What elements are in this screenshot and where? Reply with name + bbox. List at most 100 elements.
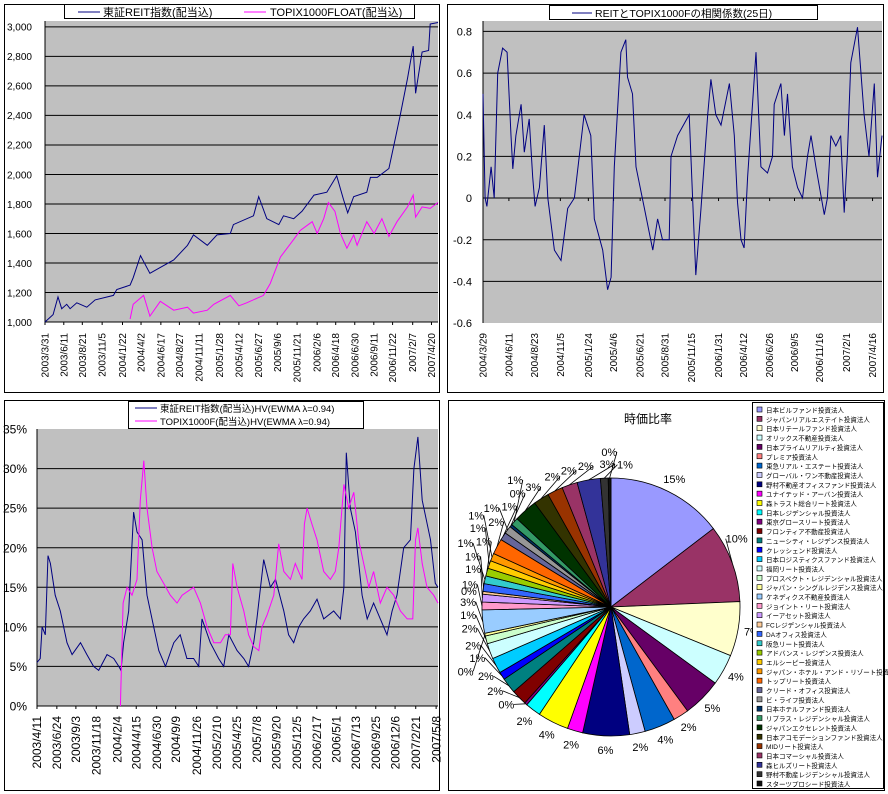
x-tick-label: 2005/9/6: [273, 333, 284, 372]
pie-data-label: 4%: [539, 730, 555, 742]
pie-data-label: 3%: [460, 597, 476, 609]
x-tick-label: 2006/4/12: [739, 333, 750, 378]
x-tick-label: 2004/11/5: [556, 333, 567, 377]
y-tick-label: 1,200: [7, 288, 32, 299]
pie-legend-swatch: [756, 715, 763, 721]
pie-legend-label: ジャパン・シングルレジデンス投資法人: [766, 583, 883, 592]
pie-data-label: 0%: [461, 586, 477, 598]
x-tick-label: 2005/4/25: [230, 716, 244, 770]
pie-legend-label: トップリート投資法人: [766, 677, 832, 686]
y-tick-label: -0.4: [453, 277, 472, 289]
y-tick-label: 2,000: [7, 170, 32, 181]
pie-legend-label: エルシーピー投資法人: [766, 658, 832, 667]
pie-legend-swatch: [756, 705, 763, 712]
pie-legend-label: ジャパンエクセレント投資法人: [766, 723, 858, 732]
pie-data-label: 2%: [465, 640, 481, 652]
pie-data-label: 4%: [728, 672, 744, 684]
pie-legend-swatch: [756, 500, 763, 506]
y-tick-label: -0.6: [453, 318, 472, 330]
pie-legend-swatch: [756, 509, 763, 516]
pie-leader-line: [472, 542, 486, 580]
y-tick-label: 1,600: [7, 229, 32, 240]
pie-title: 時価比率: [624, 411, 672, 426]
pie-legend-swatch: [756, 490, 763, 497]
pie-data-label: 2%: [487, 686, 503, 698]
y-tick-label: 3,000: [7, 23, 32, 34]
pie-data-label: 3%: [525, 482, 541, 494]
pie-legend-swatch: [756, 434, 763, 441]
x-tick-label: 2004/6/30: [150, 716, 164, 770]
pie-legend-swatch: [756, 518, 763, 525]
legend-label-topix: TOPIX1000FLOAT(配当込): [270, 5, 402, 19]
pie-leader-line: [496, 521, 505, 547]
x-tick-label: 2005/11/15: [687, 333, 698, 383]
pie-data-label: 5%: [704, 703, 720, 715]
pie-legend-label: ビ・ライフ投資法人: [766, 695, 825, 704]
pie-legend-swatch: [756, 687, 763, 693]
y-tick-label: 30%: [3, 462, 27, 476]
pie-legend-label: イーアセット投資法人: [766, 611, 831, 620]
x-tick-label: 2004/3/29: [479, 333, 490, 378]
x-tick-label: 2006/7/13: [349, 716, 363, 770]
pie-legend-label: リプラス・レジデンシャル投資法人: [766, 714, 870, 723]
pie-data-label: 0%: [458, 666, 474, 678]
series-line-0: [36, 436, 439, 673]
pie-legend-label: 日本プライムリアルティ投資法人: [766, 443, 863, 452]
pie-legend-swatch: [756, 406, 763, 413]
pie-legend-label: クリード・オフィス投資法人: [766, 686, 851, 695]
x-tick-label: 2004/9/9: [169, 716, 183, 763]
series-line-0: [482, 27, 883, 290]
pie-data-label: 2%: [517, 716, 533, 728]
legend-label-reit: 東証REIT指数(配当込): [103, 5, 212, 19]
pie-leader-line: [609, 451, 618, 479]
pie-data-label: 15%: [663, 474, 685, 486]
pie-legend-swatch: [756, 612, 763, 619]
pie-data-label: 1%: [484, 503, 500, 515]
pie-leader-line: [502, 690, 520, 698]
series-line-1: [119, 460, 439, 707]
pie-legend-label: 森ヒルズリート投資法人: [766, 761, 838, 770]
pie-legend-label: スターツプロシード投資法人: [766, 780, 851, 789]
pie-data-label: 1%: [465, 551, 481, 563]
y-tick-label: 0.2: [457, 152, 472, 164]
pie-legend-swatch: [756, 528, 763, 534]
pie-data-label: 2%: [563, 739, 579, 751]
pie-legend-items: 日本ビルファンド投資法人ジャパンリアルエステイト投資法人日本リテールファンド投資…: [756, 406, 888, 789]
pie-data-label: 1%: [507, 475, 523, 487]
pie-data-label: 3%: [600, 459, 616, 471]
pie-legend-swatch: [756, 649, 763, 656]
pie-leader-line: [588, 463, 616, 481]
pie-legend-swatch: [756, 462, 763, 469]
pie-legend-swatch: [756, 546, 763, 553]
pie-legend-label: グローバル・ワン不動産投資法人: [766, 471, 864, 480]
pie-legend-swatch: [756, 621, 763, 628]
pie-legend-label: MIDリート投資法人: [766, 742, 824, 751]
pie-leader-line: [725, 538, 733, 564]
x-tick-label: 2004/6/11: [504, 333, 515, 377]
pie-legend-swatch: [756, 416, 763, 422]
pie-data-label: 2%: [632, 742, 648, 754]
pie-legend-label: オリックス不動産投資法人: [766, 434, 844, 443]
pie-data-label: 10%: [726, 534, 748, 546]
pie-leader-line: [513, 480, 524, 522]
pie-legend-label: ケネディクス不動産投資法人: [766, 593, 850, 602]
pie-legend-swatch: [756, 425, 763, 432]
x-tick-label: 2004/4/15: [129, 716, 143, 770]
x-tick-label: 2006/6/26: [765, 333, 776, 378]
pie-legend-label: 日本ビルファンド投資法人: [766, 406, 845, 415]
pie-slice: [610, 477, 714, 608]
x-tick-label: 2007/2/21: [409, 716, 423, 770]
pie-data-labels: 15%10%7%4%5%2%4%2%6%2%4%2%0%2%2%1%2%2%1%…: [457, 447, 760, 757]
pie-data-label: 1%: [469, 653, 485, 665]
pie-legend-label: 東急リアル・エステート投資法人: [766, 462, 864, 471]
pie-data-label: 1%: [460, 610, 476, 622]
pie-leader-line: [498, 508, 508, 530]
x-tick-label: 2007/4/20: [427, 333, 438, 378]
pie-legend-swatch: [756, 733, 763, 740]
x-tick-label: 2003/11/18: [89, 716, 103, 775]
x-tick-label: 2003/6/24: [50, 716, 64, 770]
pie-data-label: 1%: [468, 510, 484, 522]
x-tick-label: 2003/9/3: [69, 716, 83, 763]
pie-leader-line: [569, 465, 594, 486]
